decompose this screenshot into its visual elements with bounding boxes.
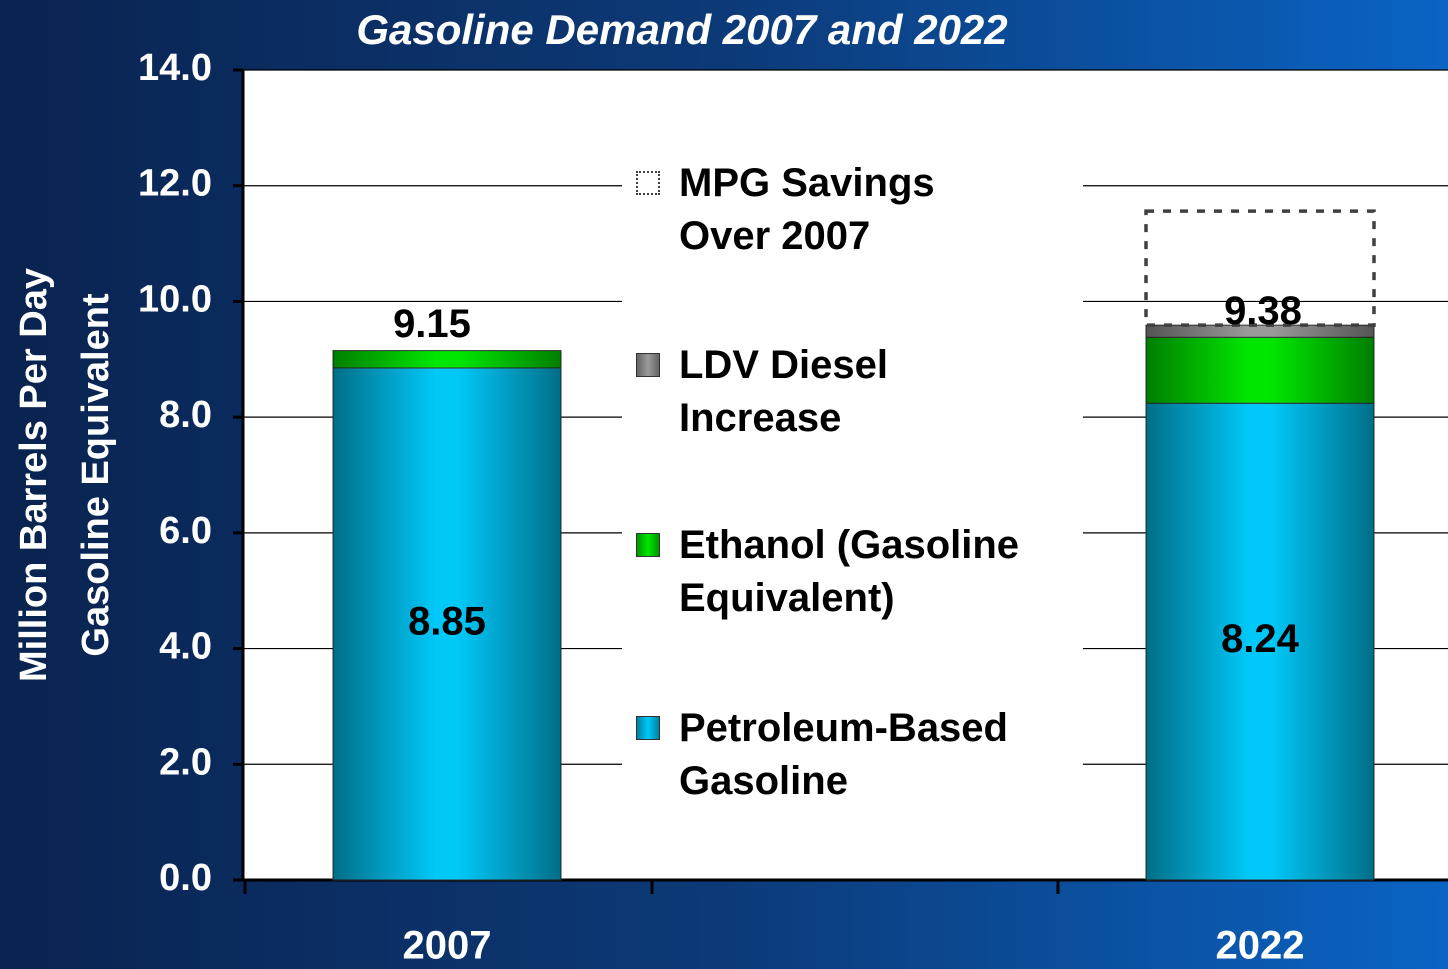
y-tick-label: 4.0: [159, 626, 212, 668]
data-label: 8.85: [408, 600, 486, 644]
data-label: 8.24: [1221, 617, 1300, 661]
y-tick-label: 14.0: [138, 47, 212, 89]
legend-swatch: [636, 353, 660, 377]
bar-shade: [1146, 325, 1374, 338]
legend-swatch: [636, 533, 660, 557]
bar-shade: [1146, 403, 1374, 880]
legend-swatch: [636, 716, 660, 740]
x-tick-label: 2007: [403, 924, 492, 968]
legend-swatch: [636, 171, 660, 195]
x-tick-label: 2022: [1216, 924, 1305, 968]
bar-shade: [333, 350, 561, 368]
legend-label: LDV Diesel Increase: [679, 343, 888, 440]
bar-shade: [333, 367, 561, 880]
y-tick-label: 8.0: [159, 394, 212, 436]
legend-label: MPG Savings Over 2007: [679, 161, 935, 258]
y-tick-label: 10.0: [138, 278, 212, 320]
total-label: 9.38: [1224, 289, 1302, 333]
y-axis-label: Million Barrels Per Day: [13, 268, 55, 682]
y-axis-label: Gasoline Equivalent: [75, 293, 117, 657]
y-tick-label: 0.0: [159, 857, 212, 899]
y-tick-label: 2.0: [159, 741, 212, 783]
legend-label: Ethanol (Gasoline Equivalent): [679, 523, 1020, 620]
total-label: 9.15: [393, 302, 471, 346]
bar-shade: [1146, 337, 1374, 404]
y-tick-label: 12.0: [138, 163, 212, 205]
y-tick-label: 6.0: [159, 510, 212, 552]
legend-background: [622, 150, 1083, 810]
legend-label: Petroleum-Based Gasoline: [679, 706, 1008, 803]
chart-title: Gasoline Demand 2007 and 2022: [356, 6, 1007, 53]
